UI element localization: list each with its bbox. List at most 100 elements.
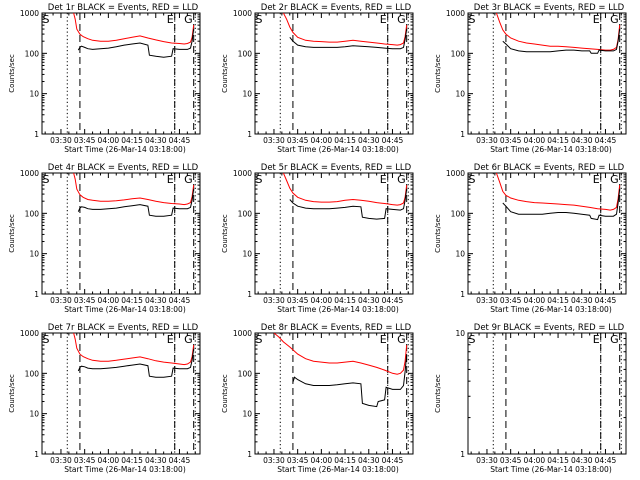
y-tick-label: 10 bbox=[455, 90, 465, 99]
x-tick-label: 04:45 bbox=[169, 456, 191, 465]
panel-9: Det 9r BLACK = Events, RED = LLD 1 10 03:30… bbox=[434, 323, 627, 474]
y-tick-label: 1000 bbox=[233, 329, 252, 338]
event-marker-label: G bbox=[610, 333, 619, 346]
x-tick-label: 03:30 bbox=[476, 136, 498, 145]
x-tick-label: 03:45 bbox=[74, 136, 96, 145]
axes-frame bbox=[41, 12, 201, 135]
panel-4: Det 4r BLACK = Events, RED = LLD 1 10 100 10… bbox=[8, 163, 201, 314]
panel-title: Det 2r BLACK = Events, RED = LLD bbox=[261, 3, 412, 13]
panel-8: Det 8r BLACK = Events, RED = LLD 1 10 100 10… bbox=[221, 323, 414, 474]
series-line-lld bbox=[495, 173, 621, 211]
x-tick-label: 04:00 bbox=[524, 296, 546, 305]
x-tick-label: 03:30 bbox=[50, 296, 72, 305]
event-marker-label: S bbox=[469, 13, 476, 26]
x-axis-label: Start Time (26-Mar-14 03:18:00) bbox=[277, 465, 399, 474]
event-marker-label: S bbox=[256, 333, 263, 346]
x-tick-label: 04:45 bbox=[382, 136, 404, 145]
y-axis-label: Counts/sec bbox=[434, 214, 442, 253]
x-tick-label: 04:15 bbox=[334, 296, 356, 305]
y-axis-label: Counts/sec bbox=[8, 54, 16, 93]
x-axis-label: Start Time (26-Mar-14 03:18:00) bbox=[64, 305, 186, 314]
event-marker-label: G bbox=[184, 333, 193, 346]
x-tick-label: 03:30 bbox=[476, 296, 498, 305]
axes-frame bbox=[41, 332, 201, 455]
event-marker-label: S bbox=[469, 173, 476, 186]
event-marker-label: E bbox=[167, 13, 174, 26]
y-tick-label: 100 bbox=[25, 369, 40, 378]
series-line-events bbox=[502, 29, 621, 54]
panel-title: Det 8r BLACK = Events, RED = LLD bbox=[261, 323, 412, 333]
x-tick-label: 04:45 bbox=[595, 136, 617, 145]
axes-frame bbox=[41, 172, 201, 295]
x-tick-label: 04:30 bbox=[358, 296, 380, 305]
y-axis-label: Counts/sec bbox=[434, 374, 442, 413]
x-tick-label: 04:45 bbox=[595, 296, 617, 305]
x-tick-label: 04:15 bbox=[334, 456, 356, 465]
x-tick-label: 04:15 bbox=[121, 136, 143, 145]
x-tick-label: 03:30 bbox=[263, 456, 285, 465]
x-tick-label: 04:30 bbox=[571, 456, 593, 465]
y-axis-label: Counts/sec bbox=[8, 374, 16, 413]
x-axis-label: Start Time (26-Mar-14 03:18:00) bbox=[64, 465, 186, 474]
series-line-lld bbox=[273, 333, 408, 375]
y-axis-label: Counts/sec bbox=[434, 54, 442, 93]
x-tick-label: 04:00 bbox=[98, 296, 120, 305]
panel-7: Det 7r BLACK = Events, RED = LLD 1 10 100 10… bbox=[8, 323, 201, 474]
series-line-events bbox=[77, 349, 195, 378]
panel-1: Det 1r BLACK = Events, RED = LLD 1 10 100 10… bbox=[8, 3, 201, 154]
event-marker-label: S bbox=[43, 13, 50, 26]
event-marker-label: E bbox=[167, 173, 174, 186]
y-tick-label: 100 bbox=[451, 49, 466, 58]
x-tick-label: 04:45 bbox=[382, 296, 404, 305]
event-marker-label: G bbox=[610, 173, 619, 186]
y-tick-label: 1000 bbox=[446, 169, 465, 178]
x-tick-label: 04:00 bbox=[98, 456, 120, 465]
event-marker-label: S bbox=[43, 173, 50, 186]
y-axis-label: Counts/sec bbox=[221, 214, 229, 253]
x-tick-label: 04:00 bbox=[311, 456, 333, 465]
y-tick-label: 10 bbox=[455, 250, 465, 259]
panel-title: Det 3r BLACK = Events, RED = LLD bbox=[474, 3, 625, 13]
x-axis-label: Start Time (26-Mar-14 03:18:00) bbox=[277, 145, 399, 154]
x-tick-label: 03:45 bbox=[74, 296, 96, 305]
x-axis-label: Start Time (26-Mar-14 03:18:00) bbox=[490, 305, 612, 314]
x-tick-label: 04:45 bbox=[169, 296, 191, 305]
x-tick-label: 03:30 bbox=[263, 136, 285, 145]
event-marker-label: E bbox=[593, 173, 600, 186]
x-tick-label: 03:45 bbox=[500, 296, 522, 305]
y-tick-label: 1 bbox=[460, 290, 465, 299]
x-tick-label: 04:15 bbox=[547, 136, 569, 145]
x-tick-label: 04:15 bbox=[334, 136, 356, 145]
x-tick-label: 04:45 bbox=[595, 456, 617, 465]
event-marker-label: E bbox=[593, 13, 600, 26]
x-tick-label: 04:30 bbox=[571, 296, 593, 305]
x-tick-label: 04:00 bbox=[98, 136, 120, 145]
x-tick-label: 04:15 bbox=[547, 456, 569, 465]
panel-title: Det 6r BLACK = Events, RED = LLD bbox=[474, 163, 625, 173]
axes-frame bbox=[467, 12, 627, 135]
series-line-events bbox=[292, 354, 408, 408]
x-tick-label: 03:30 bbox=[50, 456, 72, 465]
y-tick-label: 1 bbox=[34, 450, 39, 459]
y-tick-label: 100 bbox=[238, 49, 253, 58]
series-line-events bbox=[289, 29, 408, 50]
event-marker-label: E bbox=[380, 333, 387, 346]
x-tick-label: 03:30 bbox=[476, 456, 498, 465]
event-marker-label: E bbox=[167, 333, 174, 346]
x-tick-label: 04:00 bbox=[311, 296, 333, 305]
y-tick-label: 10 bbox=[242, 410, 252, 419]
panel-2: Det 2r BLACK = Events, RED = LLD 1 10 100 10… bbox=[221, 3, 414, 154]
panel-title: Det 9r BLACK = Events, RED = LLD bbox=[474, 323, 625, 333]
panel-title: Det 5r BLACK = Events, RED = LLD bbox=[261, 163, 412, 173]
x-tick-label: 04:30 bbox=[145, 456, 167, 465]
x-tick-label: 03:45 bbox=[287, 136, 309, 145]
x-tick-label: 04:15 bbox=[121, 456, 143, 465]
series-line-events bbox=[77, 189, 195, 217]
series-line-lld bbox=[73, 173, 195, 206]
x-tick-label: 04:15 bbox=[121, 296, 143, 305]
panel-5: Det 5r BLACK = Events, RED = LLD 1 10 100 10… bbox=[221, 163, 414, 314]
axes-frame bbox=[254, 12, 414, 135]
y-tick-label: 10 bbox=[242, 250, 252, 259]
axes-frame bbox=[467, 172, 627, 295]
